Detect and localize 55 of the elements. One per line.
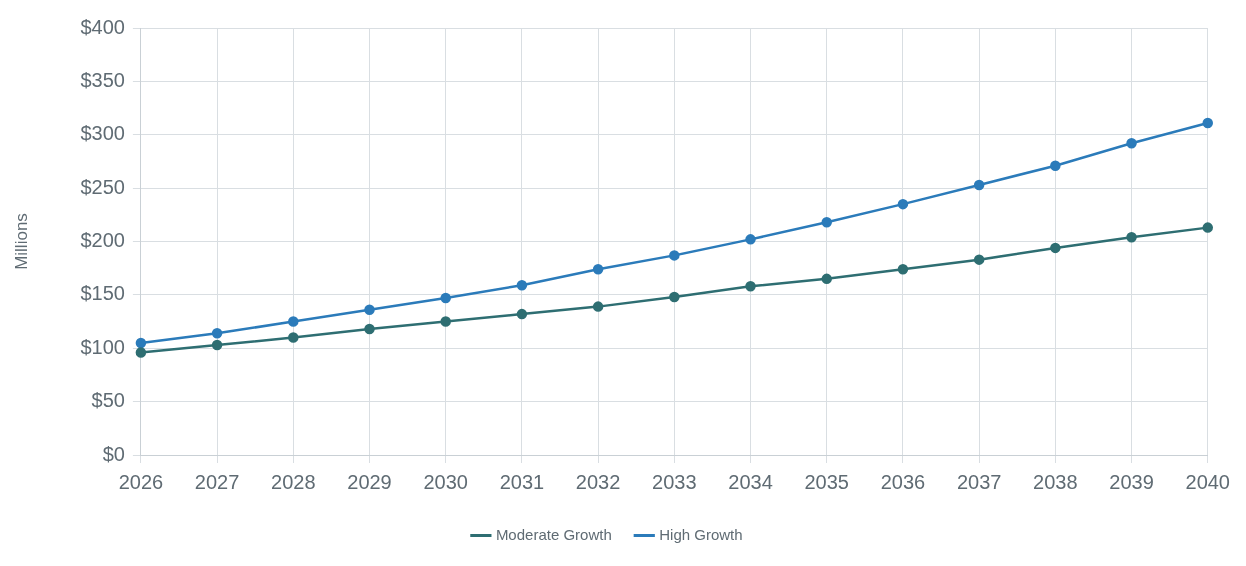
point	[973, 179, 985, 191]
legend-label: Moderate Growth	[495, 525, 612, 543]
point	[745, 234, 756, 245]
x-tick-label: 2028	[271, 470, 316, 493]
y-tick-label: $0	[102, 442, 125, 465]
point	[440, 292, 451, 304]
x-tick-label: 2030	[423, 470, 468, 493]
point	[211, 328, 223, 339]
x-tick-label: 2026	[118, 470, 164, 493]
point	[364, 304, 375, 316]
y-tick-label: $150	[80, 282, 125, 305]
y-axis-title: Millions	[11, 213, 31, 270]
point	[821, 217, 832, 228]
point	[897, 198, 909, 210]
point	[288, 332, 299, 343]
point	[669, 291, 680, 303]
point	[440, 316, 451, 327]
point	[1126, 138, 1137, 149]
x-tick-label: 2039	[1109, 470, 1154, 493]
y-tick-label: $350	[80, 68, 125, 91]
y-tick-label: $50	[91, 389, 125, 412]
point	[288, 316, 299, 327]
point	[669, 250, 680, 261]
x-tick-label: 2037	[956, 470, 1002, 493]
y-tick-label: $200	[80, 229, 125, 252]
point	[897, 264, 909, 275]
point	[1050, 160, 1061, 171]
y-tick-label: $300	[80, 122, 125, 145]
point	[1050, 242, 1061, 254]
point	[1202, 117, 1213, 129]
x-tick-label: 2029	[347, 470, 392, 493]
x-tick-label: 2038	[1033, 470, 1078, 493]
point	[1202, 222, 1213, 233]
point	[821, 273, 832, 285]
point	[592, 264, 604, 275]
x-tick-label: 2035	[804, 470, 849, 493]
x-tick-label: 2036	[880, 470, 926, 493]
point	[516, 308, 528, 320]
x-tick-label: 2027	[194, 470, 240, 493]
point	[516, 280, 528, 291]
x-tick-label: 2032	[575, 470, 621, 493]
point	[973, 254, 985, 265]
y-tick-label: $250	[80, 175, 125, 198]
x-tick-label: 2033	[652, 470, 697, 493]
y-tick-label: $400	[80, 15, 125, 38]
x-tick-label: 2034	[728, 470, 773, 493]
point	[211, 339, 223, 351]
x-tick-label: 2031	[499, 470, 545, 493]
point	[364, 323, 375, 335]
x-tick-label: 2040	[1185, 470, 1230, 493]
point	[1126, 231, 1137, 243]
point	[745, 281, 756, 292]
point	[592, 301, 604, 312]
y-tick-label: $100	[80, 335, 125, 358]
legend-label: High Growth	[659, 525, 743, 543]
